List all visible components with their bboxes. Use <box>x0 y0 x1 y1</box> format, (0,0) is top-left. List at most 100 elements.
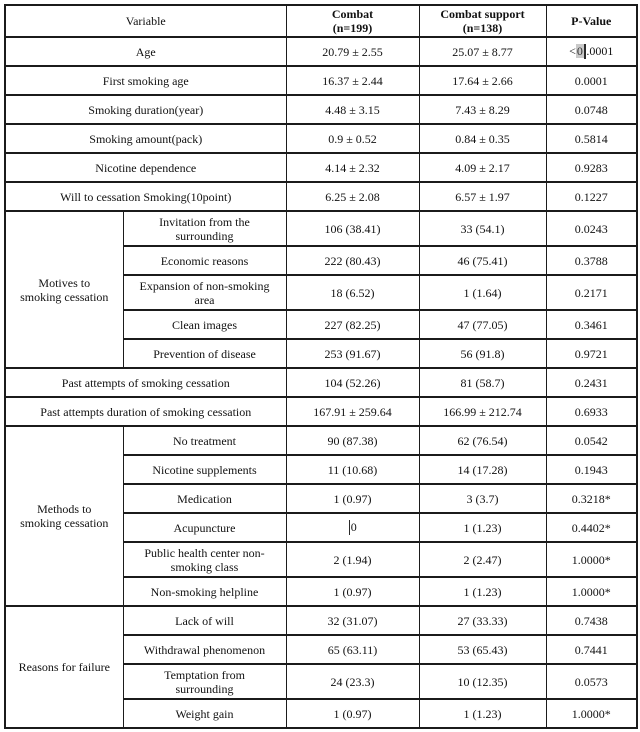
table-row: Expansion of non-smoking area 18 (6.52) 1 … <box>5 274 638 312</box>
p-value-cell: 0.0243 <box>545 210 638 248</box>
variable-cell: Economic reasons <box>122 245 287 277</box>
combat-value-cell: 90 (87.38) <box>285 425 420 457</box>
variable-cell: Age <box>4 36 287 68</box>
combat-value-cell: 2 (1.94) <box>285 541 420 579</box>
variable-cell: First smoking age <box>4 65 287 97</box>
combat-value-cell: 32 (31.07) <box>285 605 420 637</box>
group-label-cell: Reasons for failure <box>4 605 124 730</box>
combat-value-cell: 11 (10.68) <box>285 454 420 486</box>
p-value-cell: 0.5814 <box>545 123 638 155</box>
combat-support-value-cell: 27 (33.33) <box>418 605 547 637</box>
combat-value-cell: 65 (63.11) <box>285 634 420 666</box>
table-row: Prevention of disease 253 (91.67) 56 (91.8… <box>5 338 638 370</box>
variable-cell: Smoking amount(pack) <box>4 123 287 155</box>
statistics-table: Variable Combat (n=199) Combat support (… <box>4 3 639 730</box>
table-row: Past attempts duration of smoking cessat… <box>4 396 638 428</box>
variable-cell: Nicotine supplements <box>122 454 287 486</box>
table-row: Clean images 227 (82.25) 47 (77.05) 0.3461 <box>5 309 638 341</box>
combat-value-cell: 253 (91.67) <box>285 338 420 370</box>
p-value-cell: 0.0542 <box>545 425 638 457</box>
combat-support-value-cell: 56 (91.8) <box>418 338 547 370</box>
combat-value-cell: 18 (6.52) <box>285 274 420 312</box>
header-row: Variable Combat (n=199) Combat support (… <box>4 3 638 39</box>
combat-value-cell: 1 (0.97) <box>285 576 420 608</box>
combat-support-value-cell: 1 (1.23) <box>418 698 547 730</box>
combat-support-value-cell: 1 (1.23) <box>418 512 547 544</box>
text-cursor-caret <box>584 44 586 60</box>
header-variable: Variable <box>4 3 287 39</box>
p-value-cell: 0.6933 <box>545 396 638 428</box>
variable-cell: Past attempts of smoking cessation <box>4 367 287 399</box>
table-row: Weight gain 1 (0.97) 1 (1.23) 1.0000* <box>5 698 638 730</box>
combat-support-value-cell: 7.43 ± 8.29 <box>418 94 547 126</box>
text-fragment: .0001 <box>586 44 614 59</box>
p-value-cell: 0.7438 <box>545 605 638 637</box>
table-row: Nicotine supplements 11 (10.68) 14 (17.28)… <box>5 454 638 486</box>
variable-cell: Weight gain <box>122 698 287 730</box>
p-value-cell: 0.0573 <box>545 663 638 701</box>
table-row: Acupuncture 0 1 (1.23) 0.4402* <box>5 512 638 544</box>
combat-value-cell: 24 (23.3) <box>285 663 420 701</box>
combat-value-cell: 0 <box>285 512 420 544</box>
combat-support-value-cell: 2 (2.47) <box>418 541 547 579</box>
combat-value-cell: 222 (80.43) <box>285 245 420 277</box>
p-value-cell: 1.0000* <box>545 698 638 730</box>
variable-cell: Temptation from surrounding <box>122 663 287 701</box>
table-row: Public health center non- smoking class 2… <box>5 541 638 579</box>
combat-value-cell: 4.48 ± 3.15 <box>285 94 420 126</box>
variable-cell: Withdrawal phenomenon <box>122 634 287 666</box>
combat-support-value-cell: 47 (77.05) <box>418 309 547 341</box>
variable-cell: Will to cessation Smoking(10point) <box>4 181 287 213</box>
p-value-cell: <0.0001 <box>545 36 638 68</box>
table-row: Nicotine dependence 4.14 ± 2.32 4.09 ± 2.1… <box>4 152 638 184</box>
p-value-cell: 0.2431 <box>545 367 638 399</box>
p-value-cell: 0.0001 <box>545 65 638 97</box>
combat-support-value-cell: 1 (1.23) <box>418 576 547 608</box>
combat-support-value-cell: 6.57 ± 1.97 <box>418 181 547 213</box>
combat-value-cell: 16.37 ± 2.44 <box>285 65 420 97</box>
p-value-cell: 0.1227 <box>545 181 638 213</box>
table-body: Age 20.79 ± 2.55 25.07 ± 8.77 <0.0001 First … <box>4 36 638 730</box>
table-row: Medication 1 (0.97) 3 (3.7) 0.3218* <box>5 483 638 515</box>
group-label-cell: Motives to smoking cessation <box>4 210 124 370</box>
variable-cell: Medication <box>122 483 287 515</box>
combat-value-cell: 4.14 ± 2.32 <box>285 152 420 184</box>
variable-cell: No treatment <box>122 425 287 457</box>
p-value-cell: 1.0000* <box>545 576 638 608</box>
combat-support-value-cell: 4.09 ± 2.17 <box>418 152 547 184</box>
p-value-cell: 0.3218* <box>545 483 638 515</box>
p-value-cell: 1.0000* <box>545 541 638 579</box>
table-header: Variable Combat (n=199) Combat support (… <box>4 3 638 39</box>
combat-support-value-cell: 0.84 ± 0.35 <box>418 123 547 155</box>
variable-cell: Public health center non- smoking class <box>122 541 287 579</box>
p-value-cell: 0.1943 <box>545 454 638 486</box>
combat-support-value-cell: 10 (12.35) <box>418 663 547 701</box>
variable-cell: Past attempts duration of smoking cessat… <box>4 396 287 428</box>
p-value-cell: 0.7441 <box>545 634 638 666</box>
table-row: Methods to smoking cessation No treatment… <box>4 425 638 608</box>
combat-support-value-cell: 81 (58.7) <box>418 367 547 399</box>
table-row: Age 20.79 ± 2.55 25.07 ± 8.77 <0.0001 <box>4 36 638 68</box>
table-row: Smoking amount(pack) 0.9 ± 0.52 0.84 ± 0.3… <box>4 123 638 155</box>
header-p-value: P-Value <box>545 3 638 39</box>
table-row: Temptation from surrounding 24 (23.3) 10 (… <box>5 663 638 701</box>
variable-cell: Nicotine dependence <box>4 152 287 184</box>
combat-support-value-cell: 17.64 ± 2.66 <box>418 65 547 97</box>
p-value-cell: 0.2171 <box>545 274 638 312</box>
combat-support-value-cell: 166.99 ± 212.74 <box>418 396 547 428</box>
table-row: Past attempts of smoking cessation 104 (5… <box>4 367 638 399</box>
combat-value-cell: 1 (0.97) <box>285 483 420 515</box>
table-row: Non-smoking helpline 1 (0.97) 1 (1.23) 1.00… <box>5 576 638 608</box>
combat-support-value-cell: 33 (54.1) <box>418 210 547 248</box>
combat-support-value-cell: 3 (3.7) <box>418 483 547 515</box>
combat-value-cell: 106 (38.41) <box>285 210 420 248</box>
p-value-cell: 0.0748 <box>545 94 638 126</box>
table-row: Withdrawal phenomenon 65 (63.11) 53 (65.43… <box>5 634 638 666</box>
variable-cell: Clean images <box>122 309 287 341</box>
text-fragment: 0 <box>350 520 357 535</box>
text-cursor-caret <box>348 520 351 536</box>
variable-cell: Smoking duration(year) <box>4 94 287 126</box>
table-row: Will to cessation Smoking(10point) 6.25 ±… <box>4 181 638 213</box>
table-row: Reasons for failure Lack of will 32 (31.07… <box>4 605 638 730</box>
